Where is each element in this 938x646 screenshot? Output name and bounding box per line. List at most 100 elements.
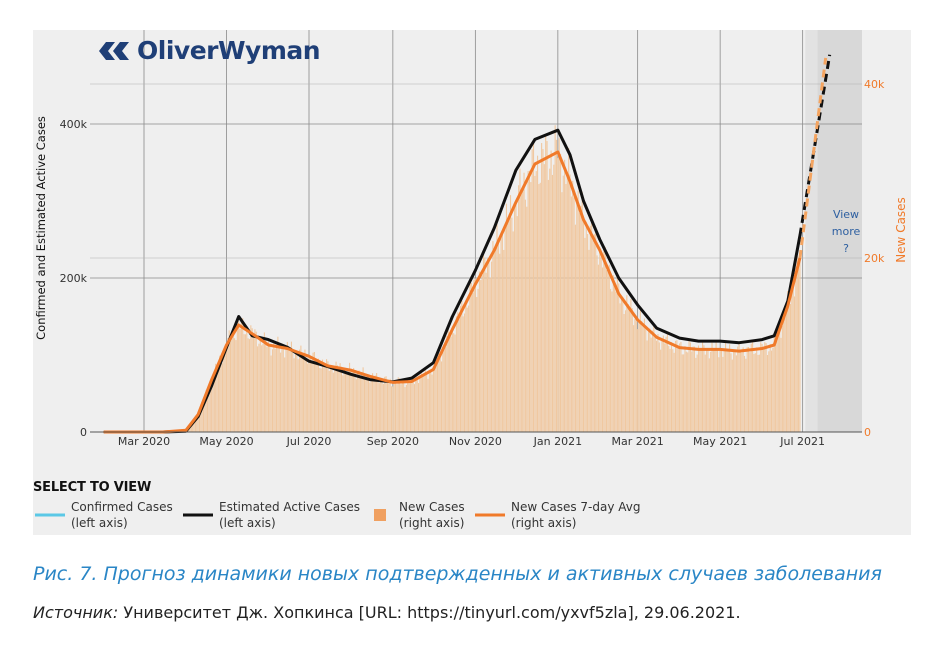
new-cases-bar (566, 174, 568, 432)
new-cases-bar (549, 168, 551, 432)
new-cases-bar (707, 349, 709, 432)
new-cases-7day-avg-line (103, 150, 802, 434)
new-cases-bar (313, 351, 315, 432)
new-cases-bar (737, 346, 739, 432)
new-cases-bar (332, 372, 334, 432)
new-cases-bar (457, 312, 459, 432)
new-cases-bar (610, 288, 612, 432)
new-cases-bar (541, 143, 543, 432)
new-cases-bar (367, 378, 370, 432)
new-cases-bar (745, 358, 747, 432)
new-cases-bar (589, 225, 591, 432)
new-cases-bar (197, 414, 199, 432)
new-cases-bar (343, 371, 345, 432)
new-cases-bar (714, 348, 716, 432)
new-cases-bar (212, 381, 214, 432)
new-cases-bar (542, 149, 544, 432)
new-cases-bar (476, 297, 478, 432)
new-cases-bar (696, 354, 698, 432)
new-cases-bar (723, 348, 725, 432)
new-cases-bar (532, 141, 535, 433)
new-cases-bar (320, 368, 322, 432)
new-cases-bar (649, 328, 651, 432)
new-cases-bar (381, 381, 383, 432)
new-cases-bar (374, 375, 376, 432)
new-cases-bar (719, 349, 721, 432)
new-cases-bar (505, 203, 508, 432)
new-cases-bar (472, 292, 474, 432)
new-cases-bar (577, 190, 579, 432)
new-cases-bar (315, 362, 317, 432)
new-cases-bar (442, 348, 444, 432)
new-cases-bar (493, 252, 495, 432)
new-cases-bar (389, 378, 391, 432)
new-cases-bar (468, 305, 470, 432)
new-cases-bar (484, 258, 486, 432)
new-cases-bar (558, 138, 560, 432)
new-cases-bar (785, 308, 787, 432)
new-cases-bar (775, 336, 777, 432)
source-label: Источник: (33, 603, 119, 622)
new-cases-bar (550, 150, 552, 432)
y-right-axis-title: New Cases (894, 197, 908, 263)
new-cases-bar (520, 194, 522, 432)
new-cases-bar (474, 278, 476, 432)
new-cases-bar (346, 373, 348, 432)
new-cases-bar (712, 348, 714, 432)
new-cases-bar (227, 338, 229, 432)
new-cases-bar (653, 323, 655, 432)
new-cases-bar (317, 358, 320, 432)
new-cases-bar (687, 352, 689, 432)
new-cases-bar (789, 303, 792, 432)
new-cases-bar (626, 295, 628, 432)
new-cases-bar (275, 345, 278, 432)
new-cases-bar (679, 343, 681, 432)
new-cases-bar (557, 158, 559, 432)
new-cases-bar (764, 342, 766, 432)
new-cases-bar (528, 170, 531, 433)
new-cases-bar (347, 369, 349, 432)
new-cases-bar (697, 345, 700, 432)
new-cases-bar (588, 249, 590, 432)
new-cases-bar (270, 355, 272, 432)
new-cases-bar (354, 372, 356, 432)
view-more-link[interactable]: View more ? (826, 206, 866, 257)
new-cases-bar (298, 349, 301, 432)
new-cases-bar (695, 357, 697, 432)
new-cases-bar (702, 340, 704, 432)
new-cases-bar (335, 361, 337, 432)
new-cases-bar (382, 383, 384, 432)
new-cases-bar (312, 352, 314, 432)
new-cases-bar (193, 419, 195, 432)
new-cases-bar (628, 309, 631, 432)
new-cases-bar (574, 224, 576, 432)
new-cases-bar (638, 322, 640, 432)
new-cases-bar (396, 384, 398, 432)
new-cases-bar (681, 354, 683, 432)
new-cases-bar (700, 350, 702, 432)
new-cases-bar (651, 330, 654, 432)
new-cases-bar (252, 336, 255, 432)
new-cases-bar (258, 343, 260, 432)
legend-label: Confirmed Cases (71, 500, 173, 514)
new-cases-bar (727, 350, 729, 432)
new-cases-bar (205, 389, 207, 432)
legend-sublabel: (right axis) (511, 516, 577, 530)
new-cases-bar (693, 346, 696, 432)
new-cases-bar (720, 349, 723, 432)
new-cases-bar (454, 334, 456, 432)
new-cases-bar (749, 352, 751, 432)
new-cases-bar (399, 378, 401, 432)
new-cases-bar (573, 197, 575, 432)
new-cases-bar (646, 340, 648, 432)
new-cases-bar (307, 363, 309, 432)
new-cases-bar (280, 352, 282, 432)
new-cases-bar (334, 370, 336, 432)
new-cases-bar (603, 246, 605, 432)
new-cases-bar (378, 383, 380, 432)
new-cases-bar (282, 349, 284, 432)
new-cases-bar (230, 339, 232, 432)
new-cases-bar (405, 384, 407, 432)
new-cases-bar (657, 334, 659, 432)
new-cases-bar (660, 349, 662, 432)
